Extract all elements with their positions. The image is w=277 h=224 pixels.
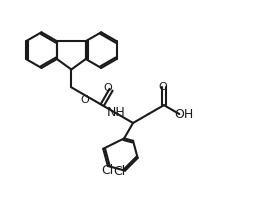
Text: Cl: Cl bbox=[102, 164, 114, 177]
Text: OH: OH bbox=[175, 108, 194, 121]
Text: O: O bbox=[158, 82, 167, 92]
Text: NH: NH bbox=[107, 106, 126, 119]
Text: O: O bbox=[80, 95, 89, 105]
Text: Cl: Cl bbox=[114, 166, 126, 179]
Text: O: O bbox=[104, 83, 112, 93]
